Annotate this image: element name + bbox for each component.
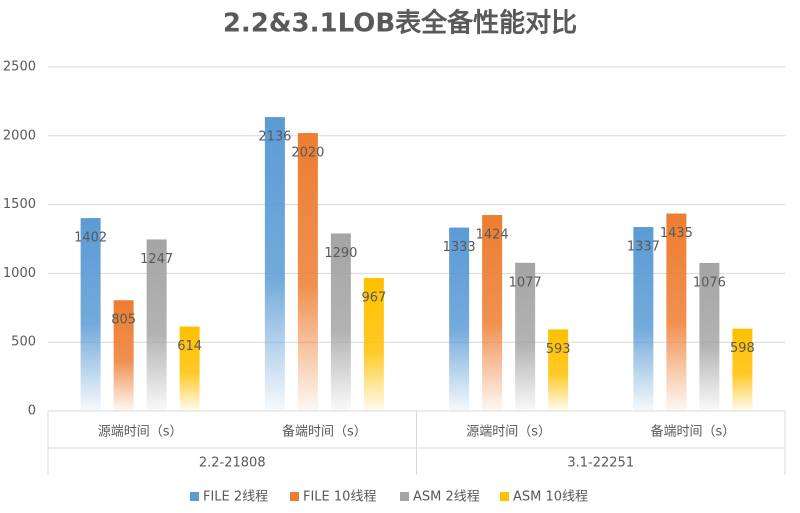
legend-swatch — [500, 492, 509, 501]
bar — [113, 300, 134, 411]
x-tick-label: 源端时间（s） — [98, 425, 183, 440]
data-label: 2020 — [291, 146, 324, 161]
data-label: 1402 — [74, 231, 107, 246]
legend-label: FILE 2线程 — [203, 490, 268, 505]
data-label: 1076 — [693, 275, 726, 290]
data-label: 1424 — [476, 228, 509, 243]
bar — [363, 277, 384, 411]
y-tick-label: 1000 — [3, 266, 36, 281]
bar — [297, 133, 318, 411]
data-label: 1247 — [140, 252, 173, 267]
data-label: 1077 — [509, 275, 542, 290]
y-tick-label: 0 — [28, 404, 36, 419]
bar — [666, 213, 687, 411]
group-label: 2.2-21808 — [199, 456, 266, 471]
bar — [548, 329, 569, 411]
data-label: 967 — [361, 290, 386, 305]
data-label: 1290 — [324, 246, 357, 261]
bar — [80, 218, 101, 411]
bar — [699, 262, 720, 411]
bar — [330, 233, 351, 411]
bar — [515, 262, 536, 411]
bar — [179, 326, 200, 411]
legend-swatch — [190, 492, 199, 501]
legend-label: FILE 10线程 — [303, 490, 376, 505]
legend-label: ASM 2线程 — [413, 490, 480, 505]
bar — [633, 227, 654, 411]
data-label: 598 — [730, 341, 755, 356]
data-label: 614 — [177, 339, 202, 354]
legend-label: ASM 10线程 — [513, 490, 588, 505]
bar — [732, 328, 753, 411]
group-label: 3.1-22251 — [567, 456, 634, 471]
data-label: 593 — [546, 342, 571, 357]
chart-title: 2.2&3.1LOB表全备性能对比 — [223, 8, 577, 39]
data-label: 1337 — [627, 240, 660, 255]
y-tick-label: 2500 — [3, 60, 36, 75]
x-tick-label: 备端时间（s） — [282, 424, 367, 440]
data-label: 1435 — [660, 226, 693, 241]
bar — [264, 117, 285, 412]
data-label: 805 — [111, 313, 136, 328]
data-label: 2136 — [258, 130, 291, 145]
y-tick-label: 2000 — [3, 128, 36, 143]
bar — [449, 227, 470, 411]
data-label: 1333 — [443, 240, 476, 255]
x-tick-label: 备端时间（s） — [650, 424, 735, 440]
legend-swatch — [400, 492, 409, 501]
bar — [482, 215, 503, 411]
bar — [146, 239, 167, 411]
legend-swatch — [290, 492, 299, 501]
y-tick-label: 500 — [11, 335, 36, 350]
x-tick-label: 源端时间（s） — [466, 425, 551, 440]
y-tick-label: 1500 — [3, 197, 36, 212]
